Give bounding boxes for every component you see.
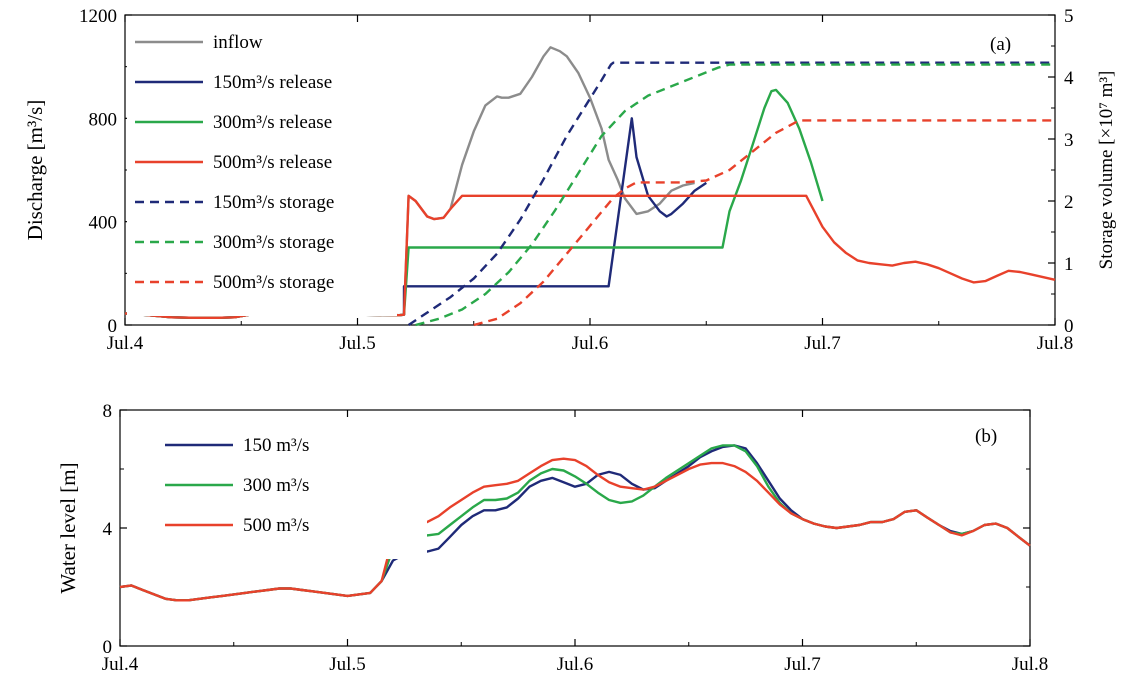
y-tick-label: 4 — [103, 519, 113, 540]
panel-a-ylabel-left: Discharge [m³/s] — [23, 100, 47, 241]
panel-b-legend: 150 m³/s 300 m³/s 500 m³/s — [157, 433, 427, 559]
y-tick-label: 8 — [103, 401, 113, 422]
x-tick-label: Jul.7 — [784, 654, 820, 675]
legend-entry: 150m³/s release — [213, 72, 332, 93]
panel-b-label: (b) — [975, 426, 997, 447]
x-tick-label: Jul.5 — [329, 654, 365, 675]
x-tick-label: Jul.7 — [804, 333, 840, 354]
legend-background — [127, 30, 397, 316]
panel-a: Jul.4 Jul.5 Jul.6 Jul.7 Jul.8 0 400 800 1200 0 1… — [23, 6, 1117, 354]
legend-background — [157, 433, 427, 559]
legend-entry: 500m³/s storage — [213, 272, 334, 293]
y-right-tick-label: 1 — [1064, 254, 1074, 275]
legend-entry: 300m³/s release — [213, 112, 332, 133]
y-tick-label: 400 — [89, 213, 118, 234]
x-tick-label: Jul.5 — [339, 333, 375, 354]
panel-a-label: (a) — [990, 34, 1011, 55]
panel-a-legend: inflow 150m³/s release 300m³/s release 500m… — [127, 30, 397, 316]
legend-entry: 150m³/s storage — [213, 192, 334, 213]
y-right-tick-label: 4 — [1064, 68, 1074, 89]
y-tick-label: 0 — [103, 637, 113, 658]
y-tick-label: 800 — [89, 109, 118, 130]
series-line-6 — [473, 119, 1055, 327]
panel-a-y-ticks-right: 0 1 2 3 4 5 — [1048, 6, 1074, 337]
legend-entry: 150 m³/s — [243, 435, 309, 456]
x-tick-label: Jul.4 — [107, 333, 144, 354]
panel-a-y-ticks-left: 0 400 800 1200 — [79, 6, 132, 337]
panel-b-series — [119, 444, 1031, 602]
legend-entry: 500 m³/s — [243, 515, 309, 536]
series-line-2 — [119, 457, 1031, 602]
y-tick-label: 1200 — [79, 6, 117, 27]
panel-a-x-ticks: Jul.4 Jul.5 Jul.6 Jul.7 Jul.8 — [107, 15, 1073, 354]
x-tick-label: Jul.8 — [1012, 654, 1048, 675]
panel-b: Jul.4 Jul.5 Jul.6 Jul.7 Jul.8 0 4 8 (b) Water … — [56, 401, 1048, 675]
x-tick-label: Jul.6 — [572, 333, 608, 354]
series-line-5 — [415, 63, 1055, 327]
series-line-4 — [407, 61, 1055, 326]
legend-entry: 500m³/s release — [213, 152, 332, 173]
x-tick-label: Jul.6 — [557, 654, 593, 675]
y-tick-label: 0 — [108, 316, 118, 337]
panel-a-ylabel-right: Storage volume [×10⁷ m³] — [1096, 71, 1117, 270]
panel-b-x-ticks: Jul.4 Jul.5 Jul.6 Jul.7 Jul.8 — [102, 410, 1048, 675]
x-tick-label: Jul.4 — [102, 654, 139, 675]
y-right-tick-label: 3 — [1064, 130, 1074, 151]
y-right-tick-label: 0 — [1064, 316, 1074, 337]
x-tick-label: Jul.8 — [1037, 333, 1073, 354]
panel-b-ylabel: Water level [m] — [56, 462, 80, 593]
legend-entry: inflow — [213, 32, 263, 53]
legend-entry: 300 m³/s — [243, 475, 309, 496]
legend-entry: 300m³/s storage — [213, 232, 334, 253]
y-right-tick-label: 5 — [1064, 6, 1074, 27]
y-right-tick-label: 2 — [1064, 192, 1074, 213]
